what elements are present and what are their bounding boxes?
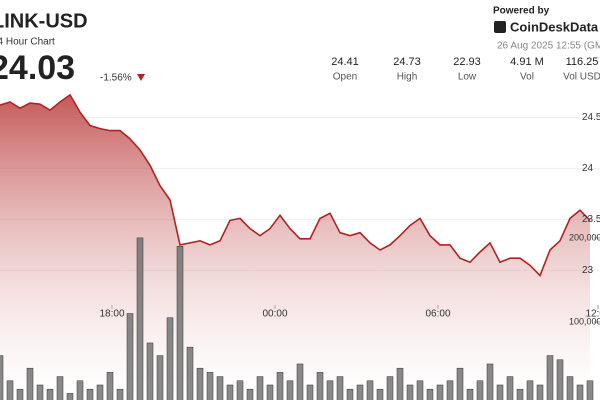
stat-label: Vol bbox=[520, 72, 534, 83]
volume-bar bbox=[496, 384, 504, 405]
volume-bar bbox=[226, 384, 234, 405]
volume-bar bbox=[186, 346, 194, 405]
y-tick-label: 24 bbox=[582, 163, 594, 174]
stat-label: Vol USD bbox=[563, 72, 600, 83]
x-tick-label: 12:00 bbox=[585, 309, 600, 320]
volume-bar bbox=[486, 363, 494, 405]
volume-bar bbox=[136, 237, 144, 405]
volume-bar bbox=[406, 384, 414, 405]
stat-label: High bbox=[397, 72, 418, 83]
stat-value: 116.25 bbox=[566, 56, 599, 68]
volume-bar bbox=[466, 388, 474, 405]
volume-tick-label: 200,000 bbox=[569, 232, 600, 242]
volume-bar bbox=[316, 372, 324, 405]
plot bbox=[0, 93, 600, 405]
volume-bar bbox=[456, 367, 464, 405]
volume-bar bbox=[306, 384, 314, 405]
stat-value: 24.73 bbox=[393, 56, 421, 68]
volume-bar bbox=[556, 359, 564, 405]
volume-bar bbox=[576, 384, 584, 405]
down-arrow bbox=[137, 74, 145, 81]
volume-bar bbox=[286, 380, 294, 405]
powered-by: Powered by bbox=[493, 6, 550, 17]
volume-bar bbox=[216, 376, 224, 405]
subtitle: 24 Hour Chart bbox=[0, 37, 55, 48]
volume-bar bbox=[506, 376, 514, 405]
volume-bar bbox=[156, 355, 164, 405]
volume-bar bbox=[6, 380, 14, 405]
stat-value: 24.41 bbox=[331, 56, 359, 68]
volume-bar bbox=[516, 388, 524, 405]
x-tick-label: 06:00 bbox=[425, 309, 450, 320]
volume-bar bbox=[426, 388, 434, 405]
volume-bar bbox=[266, 384, 274, 405]
volume-bar bbox=[76, 380, 84, 405]
volume-bar bbox=[326, 380, 334, 405]
volume-bar bbox=[476, 380, 484, 405]
volume-bar bbox=[526, 380, 534, 405]
stat-label: Open bbox=[333, 72, 357, 83]
volume-bar bbox=[16, 388, 24, 405]
volume-bar bbox=[146, 342, 154, 405]
volume-bar bbox=[586, 380, 594, 405]
title: LINK-USD bbox=[0, 10, 88, 32]
volume-bar bbox=[356, 384, 364, 405]
volume-bar bbox=[276, 372, 284, 405]
volume-bar bbox=[36, 384, 44, 405]
volume-bar bbox=[536, 384, 544, 405]
volume-bar bbox=[346, 388, 354, 405]
y-tick-label: 23 bbox=[582, 265, 594, 276]
brand: CoinDeskData bbox=[510, 19, 599, 34]
volume-bar bbox=[376, 388, 384, 405]
change: -1.56% bbox=[100, 73, 132, 84]
volume-bar bbox=[546, 355, 554, 405]
volume-bar bbox=[256, 376, 264, 405]
volume-bar bbox=[166, 317, 174, 405]
stat-value: 22.93 bbox=[453, 56, 481, 68]
volume-bar bbox=[366, 380, 374, 405]
y-tick-label: 24.5 bbox=[582, 112, 600, 123]
volume-bar bbox=[176, 246, 184, 405]
volume-bar bbox=[396, 367, 404, 405]
volume-bar bbox=[26, 367, 34, 405]
volume-bar bbox=[236, 380, 244, 405]
volume-bar bbox=[296, 363, 304, 405]
volume-bar bbox=[566, 376, 574, 405]
volume-bar bbox=[336, 376, 344, 405]
volume-bar bbox=[86, 388, 94, 405]
volume-bar bbox=[206, 372, 214, 405]
x-tick-label: 00:00 bbox=[262, 309, 287, 320]
volume-bar bbox=[446, 380, 454, 405]
price-line bbox=[0, 93, 591, 277]
volume-bar bbox=[416, 380, 424, 405]
volume-bar bbox=[436, 384, 444, 405]
volume-bar bbox=[246, 388, 254, 405]
volume-bar bbox=[116, 388, 124, 405]
volume-bar bbox=[386, 376, 394, 405]
volume-bar bbox=[66, 393, 74, 405]
volume-bar bbox=[46, 388, 54, 405]
y-tick-label: 23.5 bbox=[582, 214, 600, 225]
stat-value: 4.91 M bbox=[510, 56, 544, 68]
price-area bbox=[0, 94, 590, 401]
volume-bar bbox=[106, 372, 114, 405]
timestamp: 26 Aug 2025 12:55 (GMT) bbox=[497, 41, 600, 52]
volume-bar bbox=[56, 376, 64, 405]
price: 24.03 bbox=[0, 49, 75, 87]
volume-bar bbox=[126, 313, 134, 405]
stat-label: Low bbox=[458, 72, 477, 83]
volume-bar bbox=[96, 384, 104, 405]
volume-bar bbox=[196, 367, 204, 405]
x-tick-label: 18:00 bbox=[99, 309, 124, 320]
volume-bar bbox=[0, 355, 4, 405]
brand-logo bbox=[494, 21, 506, 33]
volume-tick-label: 100,000 bbox=[569, 316, 600, 326]
